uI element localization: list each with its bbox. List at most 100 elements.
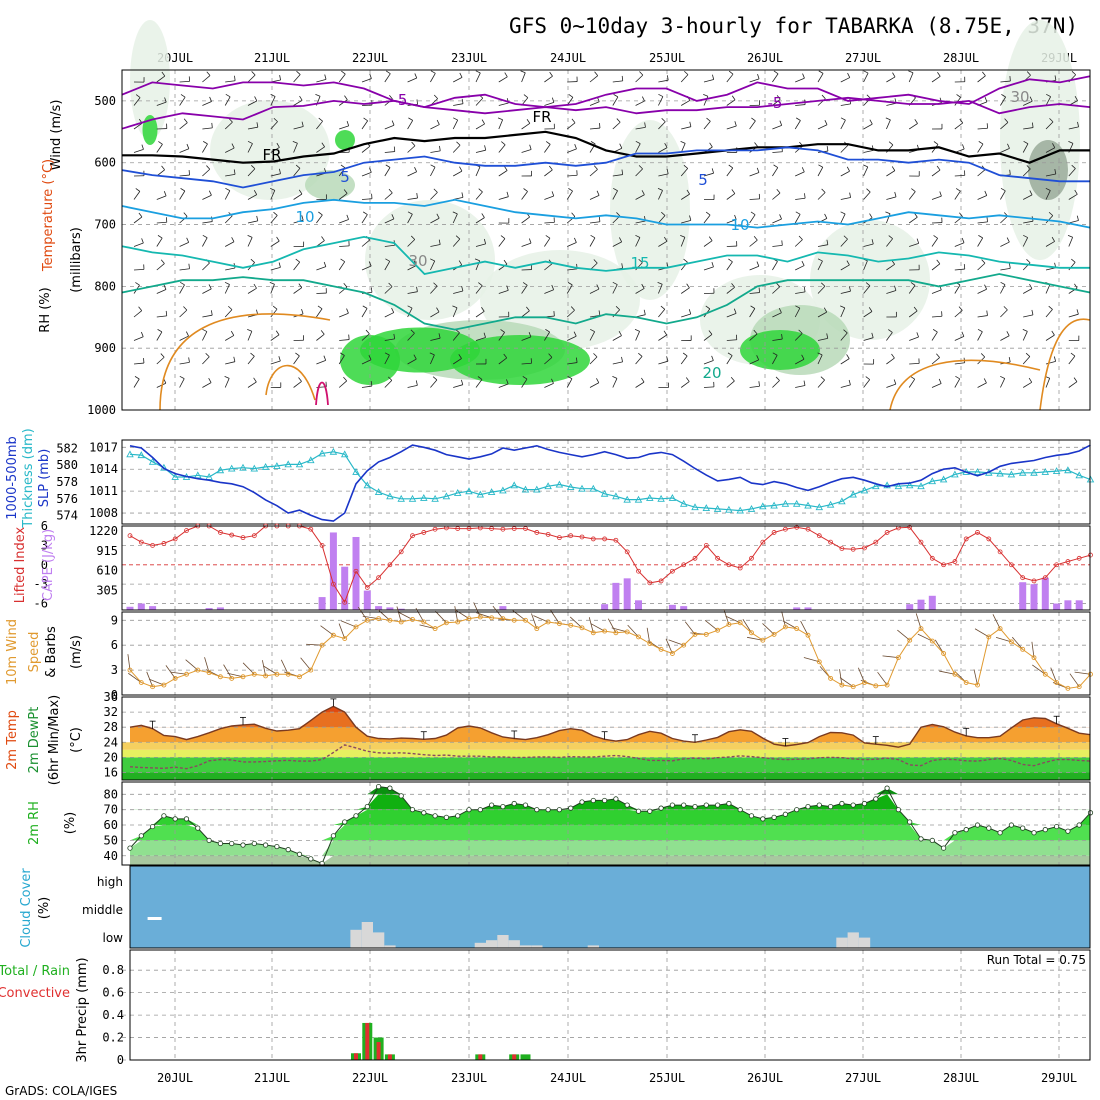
rh-point <box>342 819 348 825</box>
wind-barb-flag <box>666 356 669 362</box>
wind-barb <box>1000 335 1010 341</box>
wind-barb-flag <box>615 306 620 311</box>
temp-area-hot <box>130 706 1091 728</box>
lifted-point <box>150 542 156 548</box>
wind-barb-flag <box>346 308 349 314</box>
rh-point <box>556 807 563 813</box>
wind-point <box>850 684 856 690</box>
wind-barb <box>749 78 760 83</box>
wind-barb <box>680 381 690 388</box>
wind-point <box>421 619 427 625</box>
wind-point <box>364 617 370 623</box>
temp-band-2 <box>122 749 1090 758</box>
wind-barb <box>635 100 645 106</box>
wind-barb-flag <box>506 285 509 291</box>
wind-barb <box>521 242 532 247</box>
thickness-point <box>883 481 891 489</box>
wind-barb <box>840 238 848 247</box>
wind-barb <box>886 290 897 294</box>
wind-barb <box>566 284 573 294</box>
wind-barb <box>612 241 622 247</box>
wind-barb-flag <box>754 142 758 147</box>
wind-barb-flag <box>616 212 621 217</box>
wind-barb-flag <box>708 330 713 335</box>
date-bottom-21JUL: 21JUL <box>254 1071 290 1085</box>
wind-barb <box>566 190 573 200</box>
wind-barb-flag <box>983 378 987 384</box>
wind-barb-flag <box>413 354 417 360</box>
wind-barb <box>475 166 481 177</box>
cape-bar <box>499 606 507 610</box>
wind-barb <box>1068 126 1079 130</box>
wind-barb-flag <box>321 142 325 148</box>
wind-barb-flag <box>956 94 961 98</box>
rh-point <box>940 845 947 851</box>
thickness-point <box>702 504 711 511</box>
surface-barb <box>306 643 323 646</box>
thickness-point <box>1052 467 1061 475</box>
wind-barb <box>202 127 213 130</box>
surface-barb <box>262 660 266 676</box>
contour-25-mid <box>265 364 316 401</box>
wind-barb <box>156 237 163 247</box>
wind-barb-flag <box>475 70 481 74</box>
wind-barb-flag <box>843 329 848 334</box>
wind-barb-flag <box>734 121 737 127</box>
wind-barb-flag <box>666 168 669 174</box>
wind-barb <box>430 166 436 177</box>
wind-barb-flag <box>803 286 806 292</box>
wind-barb <box>726 73 734 83</box>
ytick-thick-580: 580 <box>56 458 78 472</box>
surface-barb <box>533 615 549 623</box>
lifted-point <box>557 535 562 541</box>
wind-barb-flag <box>256 215 259 221</box>
panel-slp-frame <box>121 439 1091 525</box>
date-bottom-20JUL: 20JUL <box>157 1071 193 1085</box>
wind-barb-flag <box>689 121 692 127</box>
rh-band-1 <box>130 840 1091 856</box>
rh-point <box>805 803 811 810</box>
wind-barb <box>407 145 416 153</box>
wind-barb-flag <box>247 328 253 332</box>
wind-barb <box>772 312 782 318</box>
wind-barb <box>1000 190 1006 200</box>
rh-point <box>353 813 359 819</box>
lifted-point <box>534 530 540 535</box>
wind-barb <box>247 356 255 365</box>
wind-barb-flag <box>393 333 396 339</box>
wind-barb-flag <box>621 263 624 269</box>
wind-barb <box>703 172 714 177</box>
wind-point <box>217 674 223 680</box>
wind-barb-flag <box>416 99 418 105</box>
wind-barb-flag <box>801 354 805 360</box>
wind-barb-flag <box>317 305 323 310</box>
rh-point <box>579 799 585 805</box>
wind-barb-flag <box>1071 71 1076 76</box>
wind-barb-flag <box>439 145 441 151</box>
lifted-point <box>997 549 1003 555</box>
wind-barb <box>384 73 391 83</box>
wind-barb-flag <box>712 74 715 80</box>
wind-barb <box>270 96 276 106</box>
lifted-point <box>986 536 992 542</box>
contour-FR <box>122 130 1090 164</box>
cape-bar <box>1041 577 1049 610</box>
wind-barb-flag <box>438 333 441 339</box>
wind-barb-flag <box>433 282 438 287</box>
wind-barb <box>338 355 345 365</box>
label-1000-500mb: 1000-500mb <box>5 436 20 520</box>
wind-point <box>941 651 947 656</box>
wind-barb-flag <box>980 353 986 358</box>
wind-barb <box>658 173 669 177</box>
wind-barb <box>247 168 256 177</box>
wind-barb <box>589 127 600 130</box>
wind-barb <box>156 331 163 341</box>
wind-barb <box>840 145 849 153</box>
wind-barb <box>521 72 526 83</box>
wind-barb <box>658 334 667 341</box>
wind-barb <box>247 143 253 153</box>
thickness-point <box>612 492 620 500</box>
wind-barb-flag <box>362 211 368 215</box>
thickness-point <box>600 489 609 497</box>
chart-title: GFS 0~10day 3-hourly for TABARKA (8.75E,… <box>509 14 1078 38</box>
